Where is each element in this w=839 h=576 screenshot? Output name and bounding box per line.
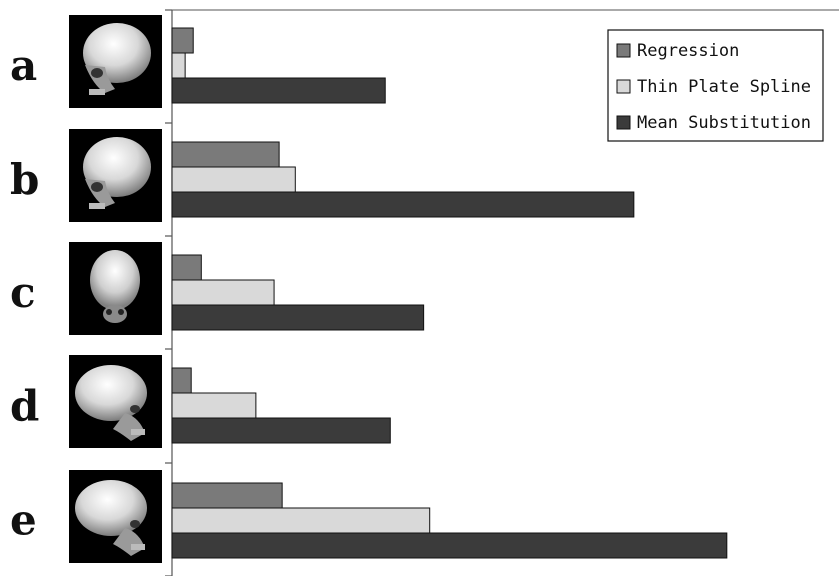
thumbnail-e [69,470,162,563]
bar-c-thin-plate-spline [171,279,275,306]
bar-a-regression [171,27,194,54]
thumbnails-layer [69,15,162,563]
bars-layer [171,27,728,559]
thumbnail-b [69,129,162,222]
legend-swatch-mean-substitution [616,115,631,130]
bar-a-thin-plate-spline [171,52,186,79]
bar-e-mean-substitution [171,532,728,559]
skull-oblique-icon [83,137,151,209]
legend-label-thin-plate-spline: Thin Plate Spline [637,77,811,97]
bar-d-regression [171,367,192,394]
legend: Regression Thin Plate Spline Mean Substi… [607,29,824,142]
bar-c-regression [171,254,202,281]
skull-frontal-icon [90,250,140,323]
legend-box [607,29,824,142]
bar-b-regression [171,141,280,168]
row-label-c: c [10,268,36,317]
row-label-a: a [10,41,37,90]
thumbnail-c [69,242,162,335]
thumbnail-a [69,15,162,108]
skull-lateral-icon [75,480,147,556]
skull-oblique-icon [83,23,151,95]
bar-e-regression [171,482,283,509]
row-labels-layer: a b c d e [10,41,39,545]
legend-swatch-thin-plate-spline [616,79,631,94]
bar-d-thin-plate-spline [171,392,257,419]
bar-b-mean-substitution [171,191,635,218]
row-label-d: d [10,382,39,431]
legend-label-mean-substitution: Mean Substitution [637,113,811,133]
legend-swatch-regression [616,43,631,58]
bar-a-mean-substitution [171,77,386,104]
skull-lateral-icon [75,365,147,441]
thumbnail-d [69,355,162,448]
legend-label-regression: Regression [637,41,739,61]
bar-b-thin-plate-spline [171,166,296,193]
row-label-e: e [10,496,37,545]
bar-e-thin-plate-spline [171,507,431,534]
row-label-b: b [10,155,39,204]
y-axis-ticks [165,9,172,576]
bar-c-mean-substitution [171,304,425,331]
bar-d-mean-substitution [171,417,391,444]
